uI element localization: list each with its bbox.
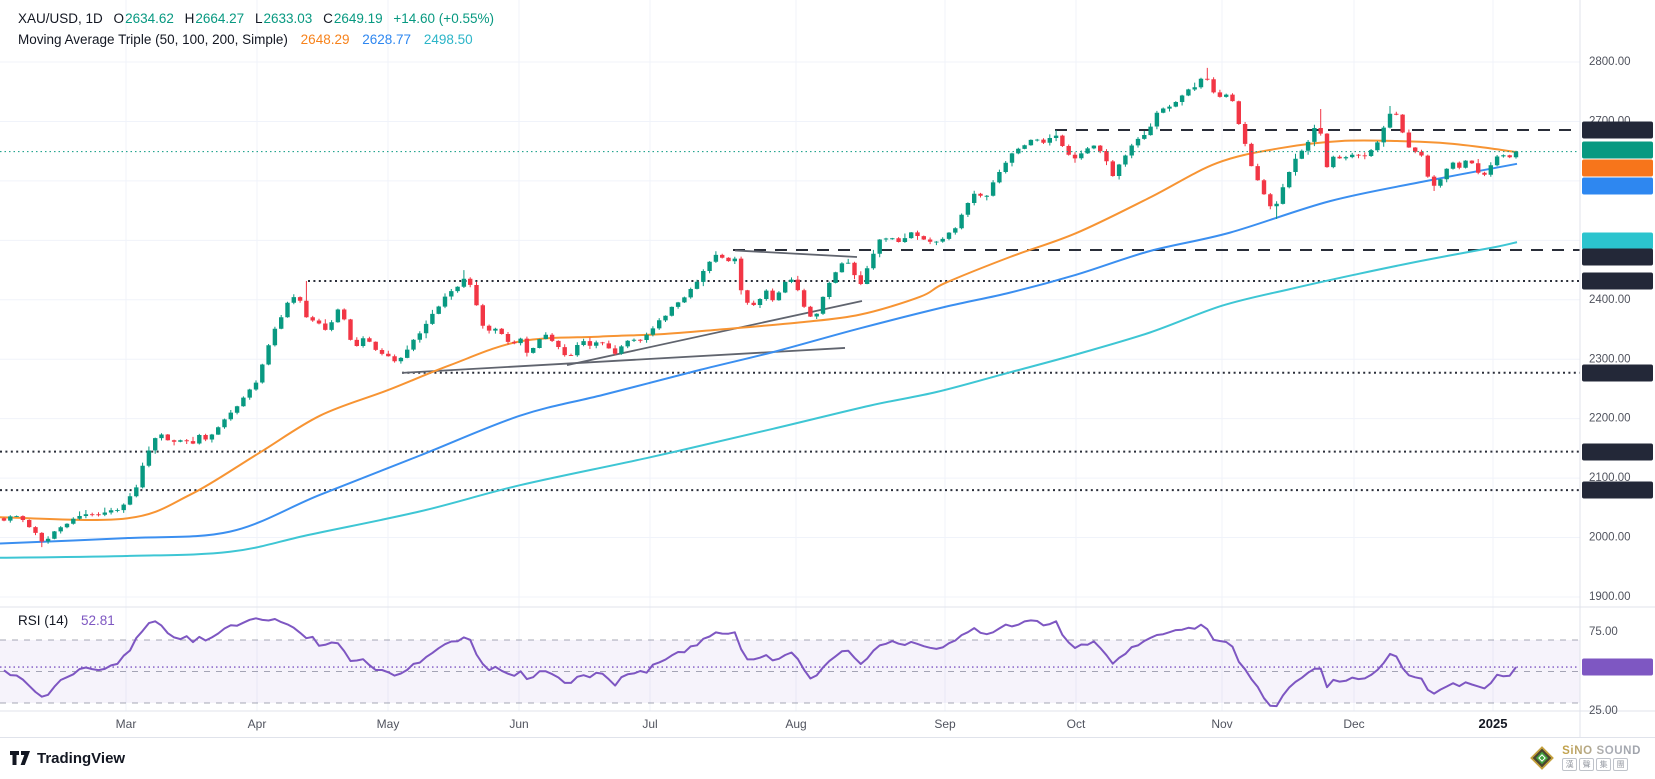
- chart-background: [0, 0, 1655, 737]
- time-tick: Mar: [116, 717, 137, 731]
- rsi-value: 52.81: [81, 613, 115, 628]
- watermark-cn-char: 團: [1613, 758, 1629, 771]
- price-tick: 2400.00: [1589, 294, 1631, 306]
- price-label-badge: [1582, 159, 1653, 177]
- sino-sound-watermark: SiNO SOUND 漢聲集團: [1528, 744, 1641, 772]
- ma-legend-row[interactable]: Moving Average Triple (50, 100, 200, Sim…: [18, 29, 494, 50]
- rsi-tick: 25.00: [1589, 705, 1618, 717]
- ohlc-close-value: 2649.19: [333, 11, 383, 26]
- ma-indicator-title: Moving Average Triple (50, 100, 200, Sim…: [18, 32, 288, 47]
- rsi-tick: 75.00: [1589, 626, 1618, 638]
- watermark-cn-char: 聲: [1579, 758, 1595, 771]
- time-tick: Aug: [785, 717, 806, 731]
- ma200-value: 2498.50: [423, 32, 473, 47]
- ohlc-high-label: H: [184, 11, 195, 26]
- ma100-value: 2628.77: [362, 32, 412, 47]
- tradingview-logo-icon: [10, 751, 30, 765]
- watermark-cn-char: 漢: [1562, 758, 1578, 771]
- time-tick: Nov: [1211, 717, 1232, 731]
- rsi-indicator-title: RSI (14): [18, 613, 69, 628]
- time-tick: Jul: [642, 717, 657, 731]
- time-axis[interactable]: Mar Apr May Jun Jul Aug Sep Oct Nov Dec 2025: [116, 716, 1508, 731]
- ohlc-low-label: L: [254, 11, 263, 26]
- time-tick: Sep: [934, 717, 956, 731]
- rsi-legend-row[interactable]: RSI (14) 52.81: [18, 613, 115, 628]
- pane-borders: [0, 0, 1655, 737]
- time-tick: Oct: [1067, 717, 1086, 731]
- watermark-cn-char: 集: [1596, 758, 1612, 771]
- time-tick: Dec: [1343, 717, 1364, 731]
- ohlc-high-value: 2664.27: [195, 11, 245, 26]
- time-tick: Apr: [248, 717, 267, 731]
- ohlc-open-label: O: [113, 11, 125, 26]
- sino-sound-logo-icon: [1530, 746, 1555, 770]
- price-tick: 2000.00: [1589, 532, 1631, 544]
- rsi-line[interactable]: [3, 617, 1517, 708]
- price-label-badge: [1582, 121, 1653, 139]
- price-tick: 2300.00: [1589, 353, 1631, 365]
- watermark-chinese-text: 漢聲集團: [1562, 758, 1629, 771]
- footer-bar: TradingView SiNO SOUND 漢聲集團: [0, 737, 1655, 778]
- price-tick: 2800.00: [1589, 56, 1631, 68]
- change-value: +14.60 (+0.55%): [393, 11, 494, 26]
- ma50-value: 2648.29: [300, 32, 350, 47]
- tradingview-brand-text: TradingView: [37, 749, 126, 767]
- sma200-line[interactable]: [0, 241, 1518, 559]
- price-tick: 2100.00: [1589, 472, 1631, 484]
- chart-legend: XAU/USD, 1D O2634.62 H2664.27 L2633.03 C…: [18, 8, 494, 50]
- ohlc-close-label: C: [323, 11, 333, 26]
- chart-canvas[interactable]: 2800.002700.002400.002300.002200.002100.…: [0, 0, 1655, 737]
- price-label-badge: [1582, 232, 1653, 250]
- time-tick: 2025: [1479, 716, 1508, 731]
- price-label-badge: [1582, 141, 1653, 159]
- symbol-title: XAU/USD, 1D: [18, 11, 103, 26]
- rsi-pane[interactable]: [0, 617, 1580, 708]
- price-tick: 1900.00: [1589, 591, 1631, 603]
- ohlc-low-value: 2633.03: [263, 11, 313, 26]
- price-label-badge: [1582, 177, 1653, 195]
- price-tick: 2200.00: [1589, 413, 1631, 425]
- tradingview-attribution-link[interactable]: TradingView: [10, 750, 125, 767]
- watermark-title: SiNO SOUND: [1562, 745, 1641, 757]
- price-label-badge: [1582, 272, 1653, 290]
- ohlc-open-value: 2634.62: [125, 11, 174, 26]
- chart-area[interactable]: 2800.00 2700.00 2400.00 2300.00 2200.00 2100.…: [0, 0, 1655, 737]
- symbol-legend-row[interactable]: XAU/USD, 1D O2634.62 H2664.27 L2633.03 C…: [18, 8, 494, 29]
- rsi-band: [0, 640, 1580, 703]
- time-tick: Jun: [509, 717, 528, 731]
- time-tick: May: [377, 717, 400, 731]
- price-label-badge: [1582, 443, 1653, 461]
- price-label-badge: [1582, 481, 1653, 499]
- price-label-badge: [1582, 248, 1653, 266]
- price-label-badge: [1582, 658, 1653, 676]
- price-label-badge: [1582, 364, 1653, 382]
- sma100-line[interactable]: [0, 162, 1518, 545]
